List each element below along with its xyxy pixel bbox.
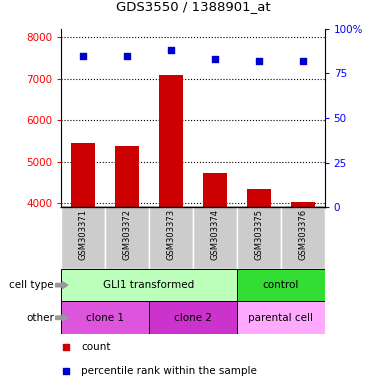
Text: GLI1 transformed: GLI1 transformed <box>104 280 195 290</box>
Point <box>212 56 218 62</box>
Text: count: count <box>81 342 111 352</box>
Bar <box>105 207 149 269</box>
Point <box>168 47 174 53</box>
Text: GSM303371: GSM303371 <box>79 209 88 260</box>
Bar <box>61 301 149 334</box>
Bar <box>281 207 325 269</box>
Text: GSM303373: GSM303373 <box>167 209 175 260</box>
Bar <box>193 207 237 269</box>
Bar <box>149 301 237 334</box>
Point <box>63 344 69 350</box>
Text: other: other <box>26 313 54 323</box>
Text: GSM303374: GSM303374 <box>210 209 219 260</box>
Text: clone 2: clone 2 <box>174 313 212 323</box>
Text: GSM303376: GSM303376 <box>298 209 307 260</box>
Text: clone 1: clone 1 <box>86 313 124 323</box>
Text: GSM303375: GSM303375 <box>254 209 263 260</box>
Bar <box>115 146 139 207</box>
Text: parental cell: parental cell <box>248 313 313 323</box>
Text: percentile rank within the sample: percentile rank within the sample <box>81 366 257 376</box>
Bar <box>203 173 227 207</box>
Bar <box>71 143 95 207</box>
Bar <box>247 189 271 207</box>
Text: GDS3550 / 1388901_at: GDS3550 / 1388901_at <box>116 0 270 13</box>
Bar <box>61 207 105 269</box>
Bar <box>149 207 193 269</box>
Bar <box>61 269 237 301</box>
Text: cell type: cell type <box>9 280 54 290</box>
Text: control: control <box>263 280 299 290</box>
Point <box>63 368 69 374</box>
Bar <box>290 202 315 207</box>
Bar <box>237 269 325 301</box>
Point <box>300 58 306 64</box>
Point <box>80 53 86 59</box>
Point <box>256 58 262 64</box>
Bar <box>237 207 281 269</box>
Text: GSM303372: GSM303372 <box>122 209 132 260</box>
Bar <box>159 75 183 207</box>
Point <box>124 53 130 59</box>
Bar <box>237 301 325 334</box>
